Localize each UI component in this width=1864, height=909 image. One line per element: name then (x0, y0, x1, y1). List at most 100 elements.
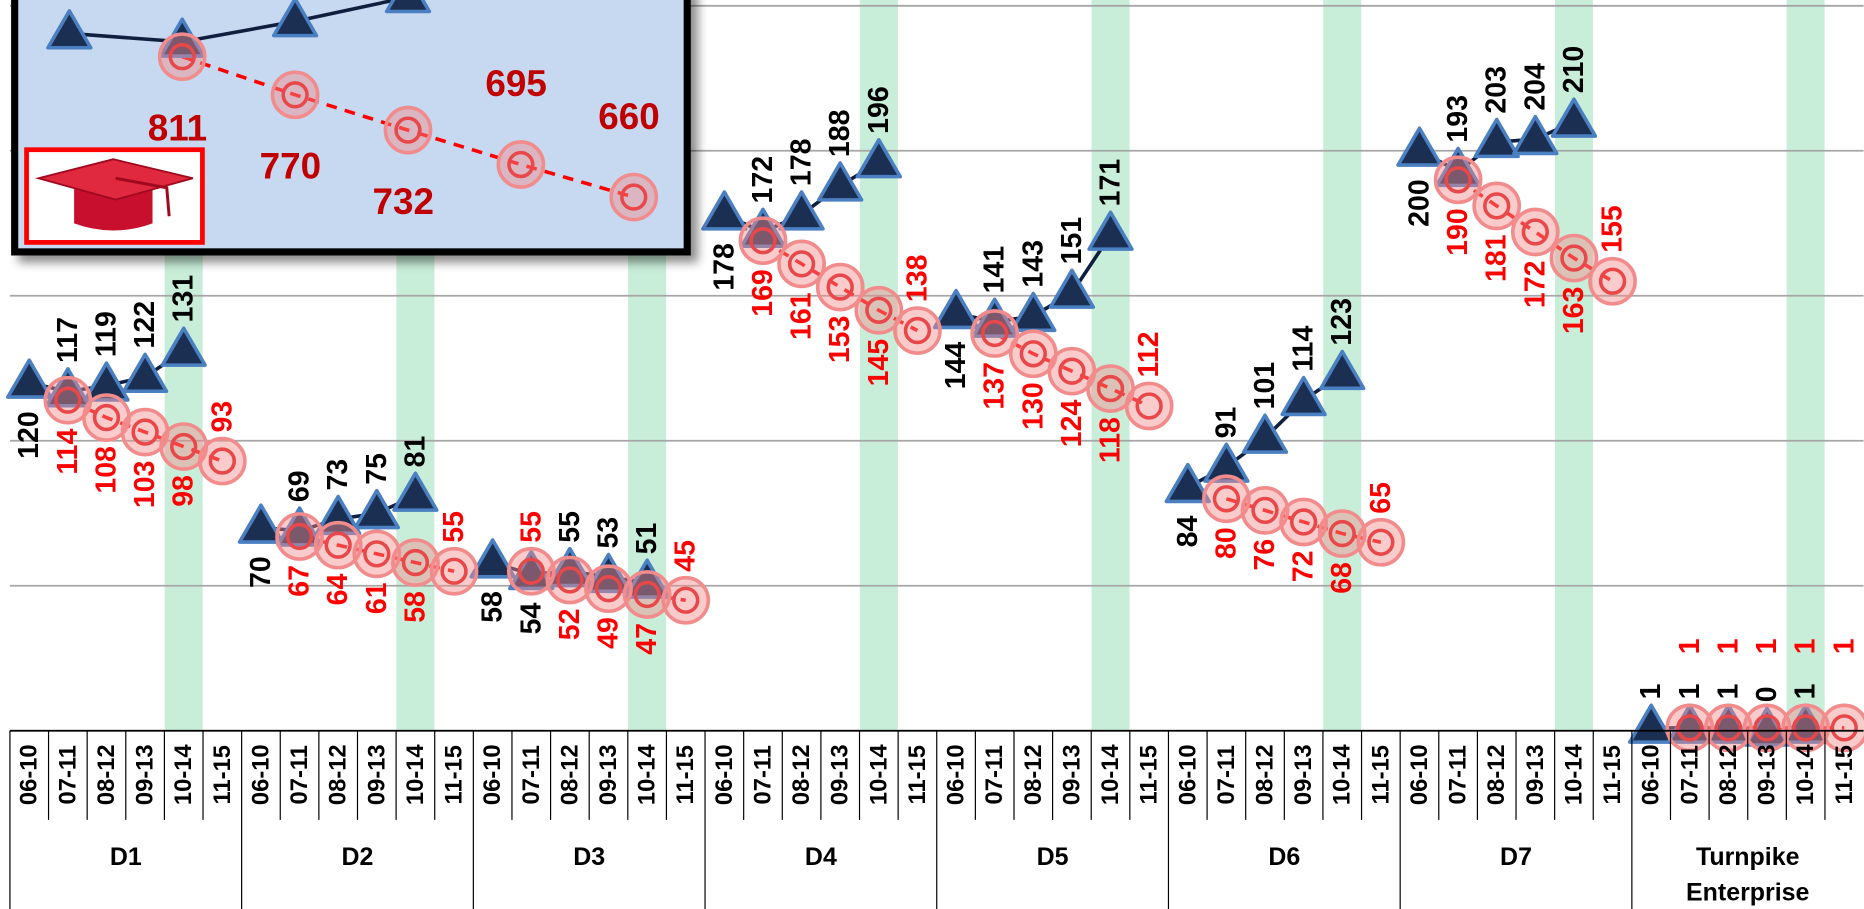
period-label: 06-10 (16, 744, 43, 805)
circle-marker (270, 70, 320, 120)
triangle-marker (6, 358, 53, 399)
circle-marker (1279, 497, 1328, 547)
marker-inner-ring (394, 116, 422, 144)
data-label: 55 (515, 511, 547, 543)
period-label: 06-10 (711, 744, 738, 805)
inset-data-label: 695 (485, 63, 546, 104)
data-label: 112 (1133, 331, 1165, 377)
marker-inner-ring (285, 522, 314, 551)
period-label: 11-15 (1831, 745, 1858, 804)
series-line (1457, 178, 1614, 283)
period-label: 07-11 (286, 745, 313, 804)
group-label: D5 (1036, 843, 1069, 871)
data-label: 70 (245, 556, 277, 588)
marker-outer-ring (622, 570, 672, 619)
data-label: 51 (631, 523, 663, 555)
inset-plot (46, 0, 659, 222)
marker-inner-ring (1289, 508, 1318, 536)
data-label: 98 (168, 475, 200, 507)
data-label: 144 (940, 342, 972, 390)
period-label: 08-12 (788, 744, 815, 805)
triangle-marker (1512, 114, 1559, 156)
period-label: 10-14 (1560, 744, 1587, 806)
data-label: 1 (1751, 638, 1783, 654)
triangle-marker (1048, 268, 1096, 309)
marker-outer-ring (352, 529, 402, 579)
period-label: 07-11 (518, 745, 545, 804)
marker-inner-ring (1328, 519, 1356, 548)
triangle-marker (1319, 349, 1366, 391)
triangle-marker (1396, 126, 1443, 167)
marker-outer-ring (429, 546, 479, 596)
data-label: 76 (1249, 539, 1281, 571)
circle-marker (1433, 155, 1483, 205)
data-label: 1 (1790, 683, 1822, 699)
marker-inner-ring (749, 227, 777, 255)
circle-marker (1472, 181, 1522, 231)
circle-marker (352, 529, 402, 579)
marker-outer-ring (1279, 497, 1328, 547)
marker-outer-ring (157, 32, 207, 82)
data-label: 81 (399, 436, 431, 468)
data-label: 108 (90, 446, 122, 494)
triangle-marker (469, 538, 516, 579)
period-label: 11-15 (1136, 745, 1163, 804)
marker-outer-ring (1124, 381, 1174, 431)
marker-inner-ring (594, 575, 623, 603)
group-label: D3 (573, 843, 606, 871)
period-label: 08-12 (1020, 744, 1047, 805)
data-label: 52 (554, 608, 586, 640)
data-label: 117 (52, 317, 84, 363)
marker-inner-ring (1521, 218, 1549, 246)
period-label: 09-13 (363, 744, 390, 805)
data-label: 72 (1288, 550, 1320, 582)
period-label: 06-10 (1174, 744, 1201, 805)
data-label: 169 (747, 269, 779, 317)
period-label: 09-13 (827, 744, 854, 805)
data-label: 101 (1249, 362, 1281, 410)
period-label: 06-10 (247, 744, 274, 805)
marker-inner-ring (1096, 374, 1125, 403)
circle-marker (609, 172, 659, 222)
period-label: 07-11 (981, 745, 1008, 804)
data-label: 1 (1828, 638, 1860, 654)
marker-inner-ring (517, 557, 545, 585)
period-label: 08-12 (1715, 744, 1742, 805)
group-label: D7 (1500, 843, 1532, 871)
data-label: 145 (863, 339, 895, 387)
triangle-marker (392, 471, 439, 512)
period-label: 09-13 (1754, 744, 1781, 805)
triangle-marker (817, 161, 864, 202)
marker-inner-ring (170, 432, 198, 461)
inset-data-label: 660 (598, 96, 659, 137)
period-label: 10-14 (1097, 744, 1124, 806)
period-label: 07-11 (1213, 745, 1240, 804)
data-label: 55 (554, 511, 586, 543)
period-label: 10-14 (634, 744, 661, 806)
marker-inner-ring (281, 81, 309, 109)
marker-inner-ring (620, 183, 648, 211)
circle-marker (970, 309, 1020, 358)
period-label: 06-10 (1638, 744, 1665, 805)
circle-marker (157, 32, 207, 82)
marker-inner-ring (633, 580, 661, 609)
circle-marker (777, 239, 826, 289)
marker-outer-ring (854, 285, 904, 335)
marker-outer-ring (970, 309, 1020, 358)
data-label: 53 (593, 517, 625, 549)
circle-marker (738, 216, 788, 266)
marker-outer-ring (1588, 256, 1637, 306)
group-label-box: D5 (1036, 843, 1069, 871)
period-label: 11-15 (1599, 745, 1626, 804)
triangle-marker (1087, 210, 1134, 251)
period-label: 09-13 (595, 744, 622, 805)
marker-outer-ring (1356, 517, 1406, 567)
data-label: 120 (13, 411, 45, 459)
data-label: 58 (399, 591, 431, 623)
cap-body (74, 187, 153, 231)
data-label: 138 (901, 255, 933, 303)
marker-inner-ring (1135, 392, 1163, 420)
period-label: 08-12 (93, 744, 120, 805)
